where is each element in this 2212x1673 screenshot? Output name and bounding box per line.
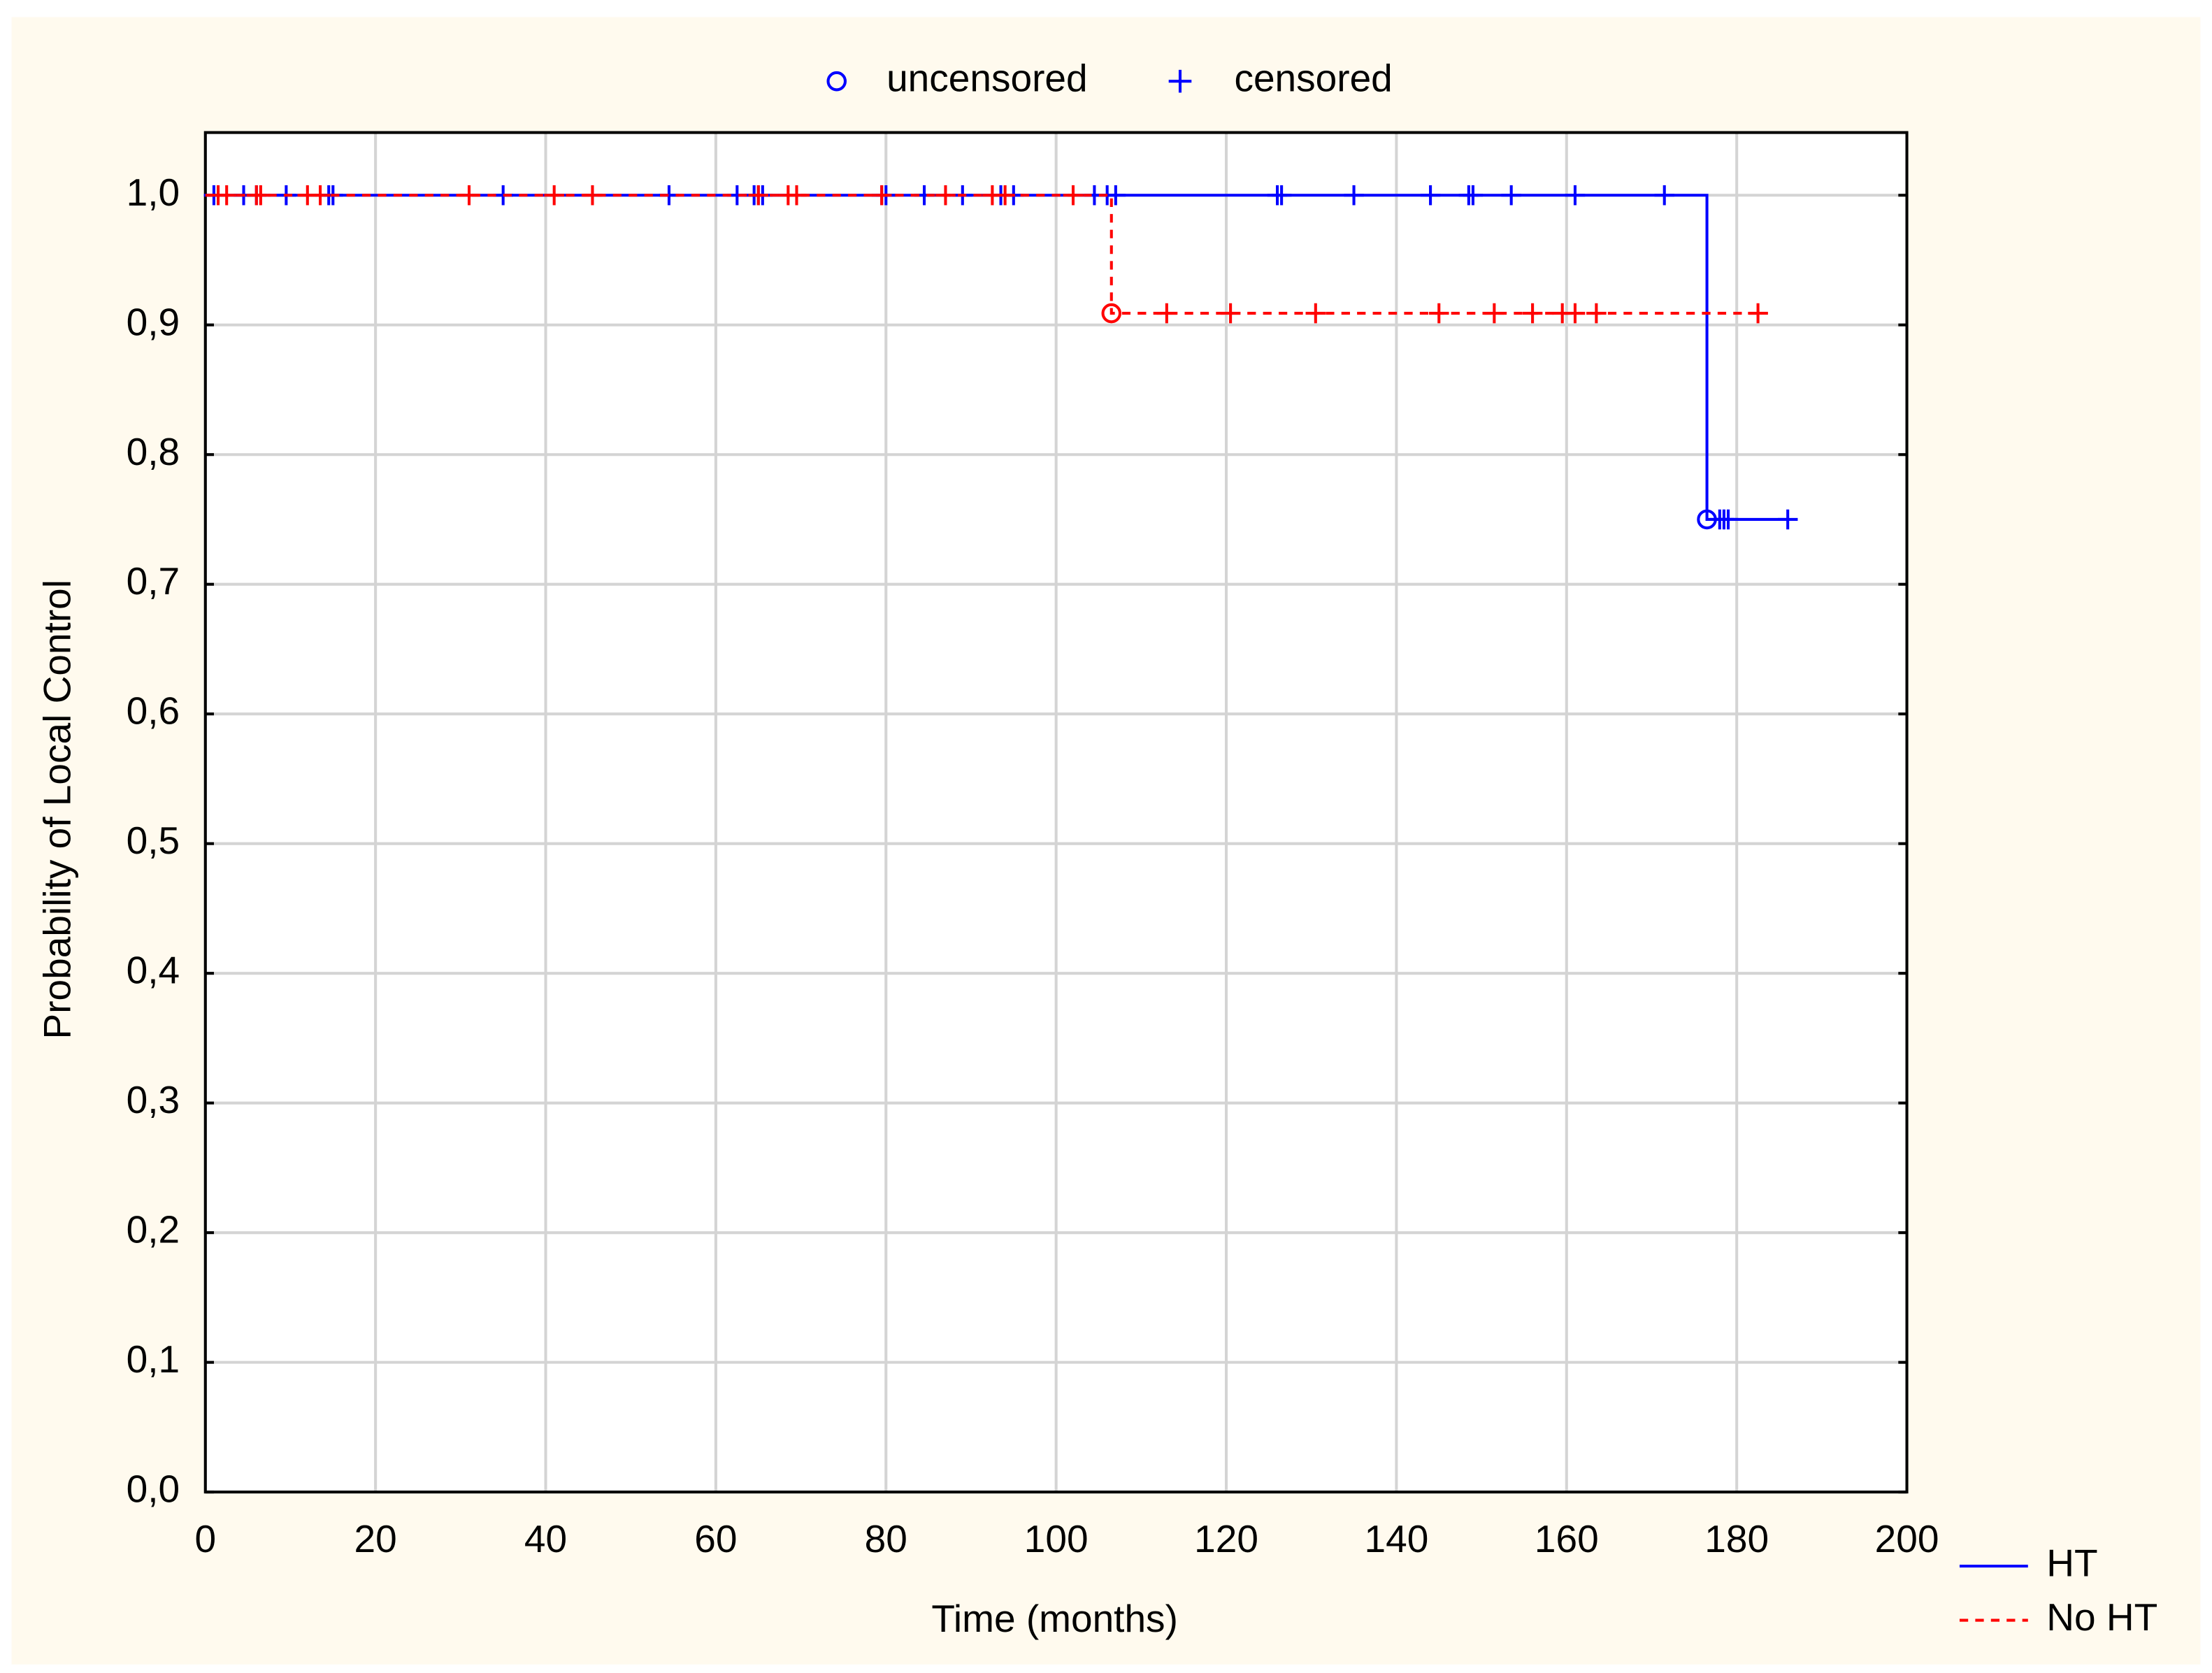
x-tick-label: 140: [1365, 1517, 1429, 1560]
censored-marker: [1484, 303, 1504, 324]
legend-censored-icon: [1168, 69, 1192, 93]
censored-marker: [1305, 303, 1326, 324]
censored-marker: [1105, 185, 1126, 206]
censored-marker: [310, 185, 331, 206]
censored-marker: [1063, 185, 1084, 206]
legend-uncensored-label: uncensored: [886, 57, 1088, 100]
y-tick-label: 0,3: [127, 1078, 180, 1121]
censored-marker: [871, 185, 892, 206]
censored-marker: [216, 185, 237, 206]
censored-marker: [1654, 185, 1674, 206]
x-tick-label: 180: [1704, 1517, 1769, 1560]
x-tick-label: 200: [1875, 1517, 1939, 1560]
y-tick-label: 1,0: [127, 171, 180, 214]
censored-marker: [1718, 509, 1739, 530]
censored-marker: [582, 185, 603, 206]
y-tick-label: 0,4: [127, 949, 180, 992]
censored-marker: [748, 185, 769, 206]
censored-marker: [250, 185, 271, 206]
y-tick-label: 0,7: [127, 559, 180, 603]
censored-marker: [1156, 303, 1177, 324]
y-tick-label: 0,1: [127, 1337, 180, 1381]
censored-marker: [1420, 185, 1441, 206]
legend-label: HT: [2046, 1542, 2097, 1585]
x-tick-label: 60: [694, 1517, 737, 1560]
censored-marker: [1777, 509, 1798, 530]
censored-marker: [1220, 303, 1241, 324]
y-tick-label: 0,6: [127, 689, 180, 733]
censored-marker: [1565, 303, 1586, 324]
x-tick-label: 40: [524, 1517, 567, 1560]
x-tick-label: 100: [1024, 1517, 1089, 1560]
x-tick-label: 0: [194, 1517, 216, 1560]
event-marker: [1101, 303, 1122, 324]
y-tick-label: 0,9: [127, 300, 180, 343]
x-tick-label: 160: [1535, 1517, 1599, 1560]
x-axis-title: Time (months): [931, 1597, 1178, 1640]
legend-censored-label: censored: [1234, 57, 1392, 100]
x-tick-label: 120: [1194, 1517, 1258, 1560]
censored-marker: [1344, 185, 1364, 206]
x-tick-label: 80: [865, 1517, 907, 1560]
censored-marker: [459, 185, 480, 206]
y-axis-title: Probability of Local Control: [35, 580, 78, 1039]
censored-marker: [1748, 303, 1768, 324]
legend-uncensored-icon: [826, 71, 847, 92]
censored-marker: [935, 185, 956, 206]
censored-marker: [995, 185, 1015, 206]
plot-frame: [203, 131, 1909, 1494]
y-tick-label: 0,2: [127, 1208, 180, 1251]
y-tick-label: 0,5: [127, 819, 180, 862]
legend-label: No HT: [2046, 1595, 2157, 1639]
censored-marker: [1271, 185, 1292, 206]
censored-marker: [1586, 303, 1607, 324]
censored-marker: [1463, 185, 1484, 206]
censored-marker: [1501, 185, 1521, 206]
censored-marker: [787, 185, 807, 206]
censored-marker: [1565, 185, 1586, 206]
event-marker: [1697, 509, 1717, 530]
y-tick-label: 0,8: [127, 430, 180, 473]
censored-marker: [1522, 303, 1543, 324]
y-tick-label: 0,0: [127, 1467, 180, 1511]
censored-marker: [544, 185, 564, 206]
x-tick-label: 20: [354, 1517, 397, 1560]
censored-marker: [1428, 303, 1449, 324]
